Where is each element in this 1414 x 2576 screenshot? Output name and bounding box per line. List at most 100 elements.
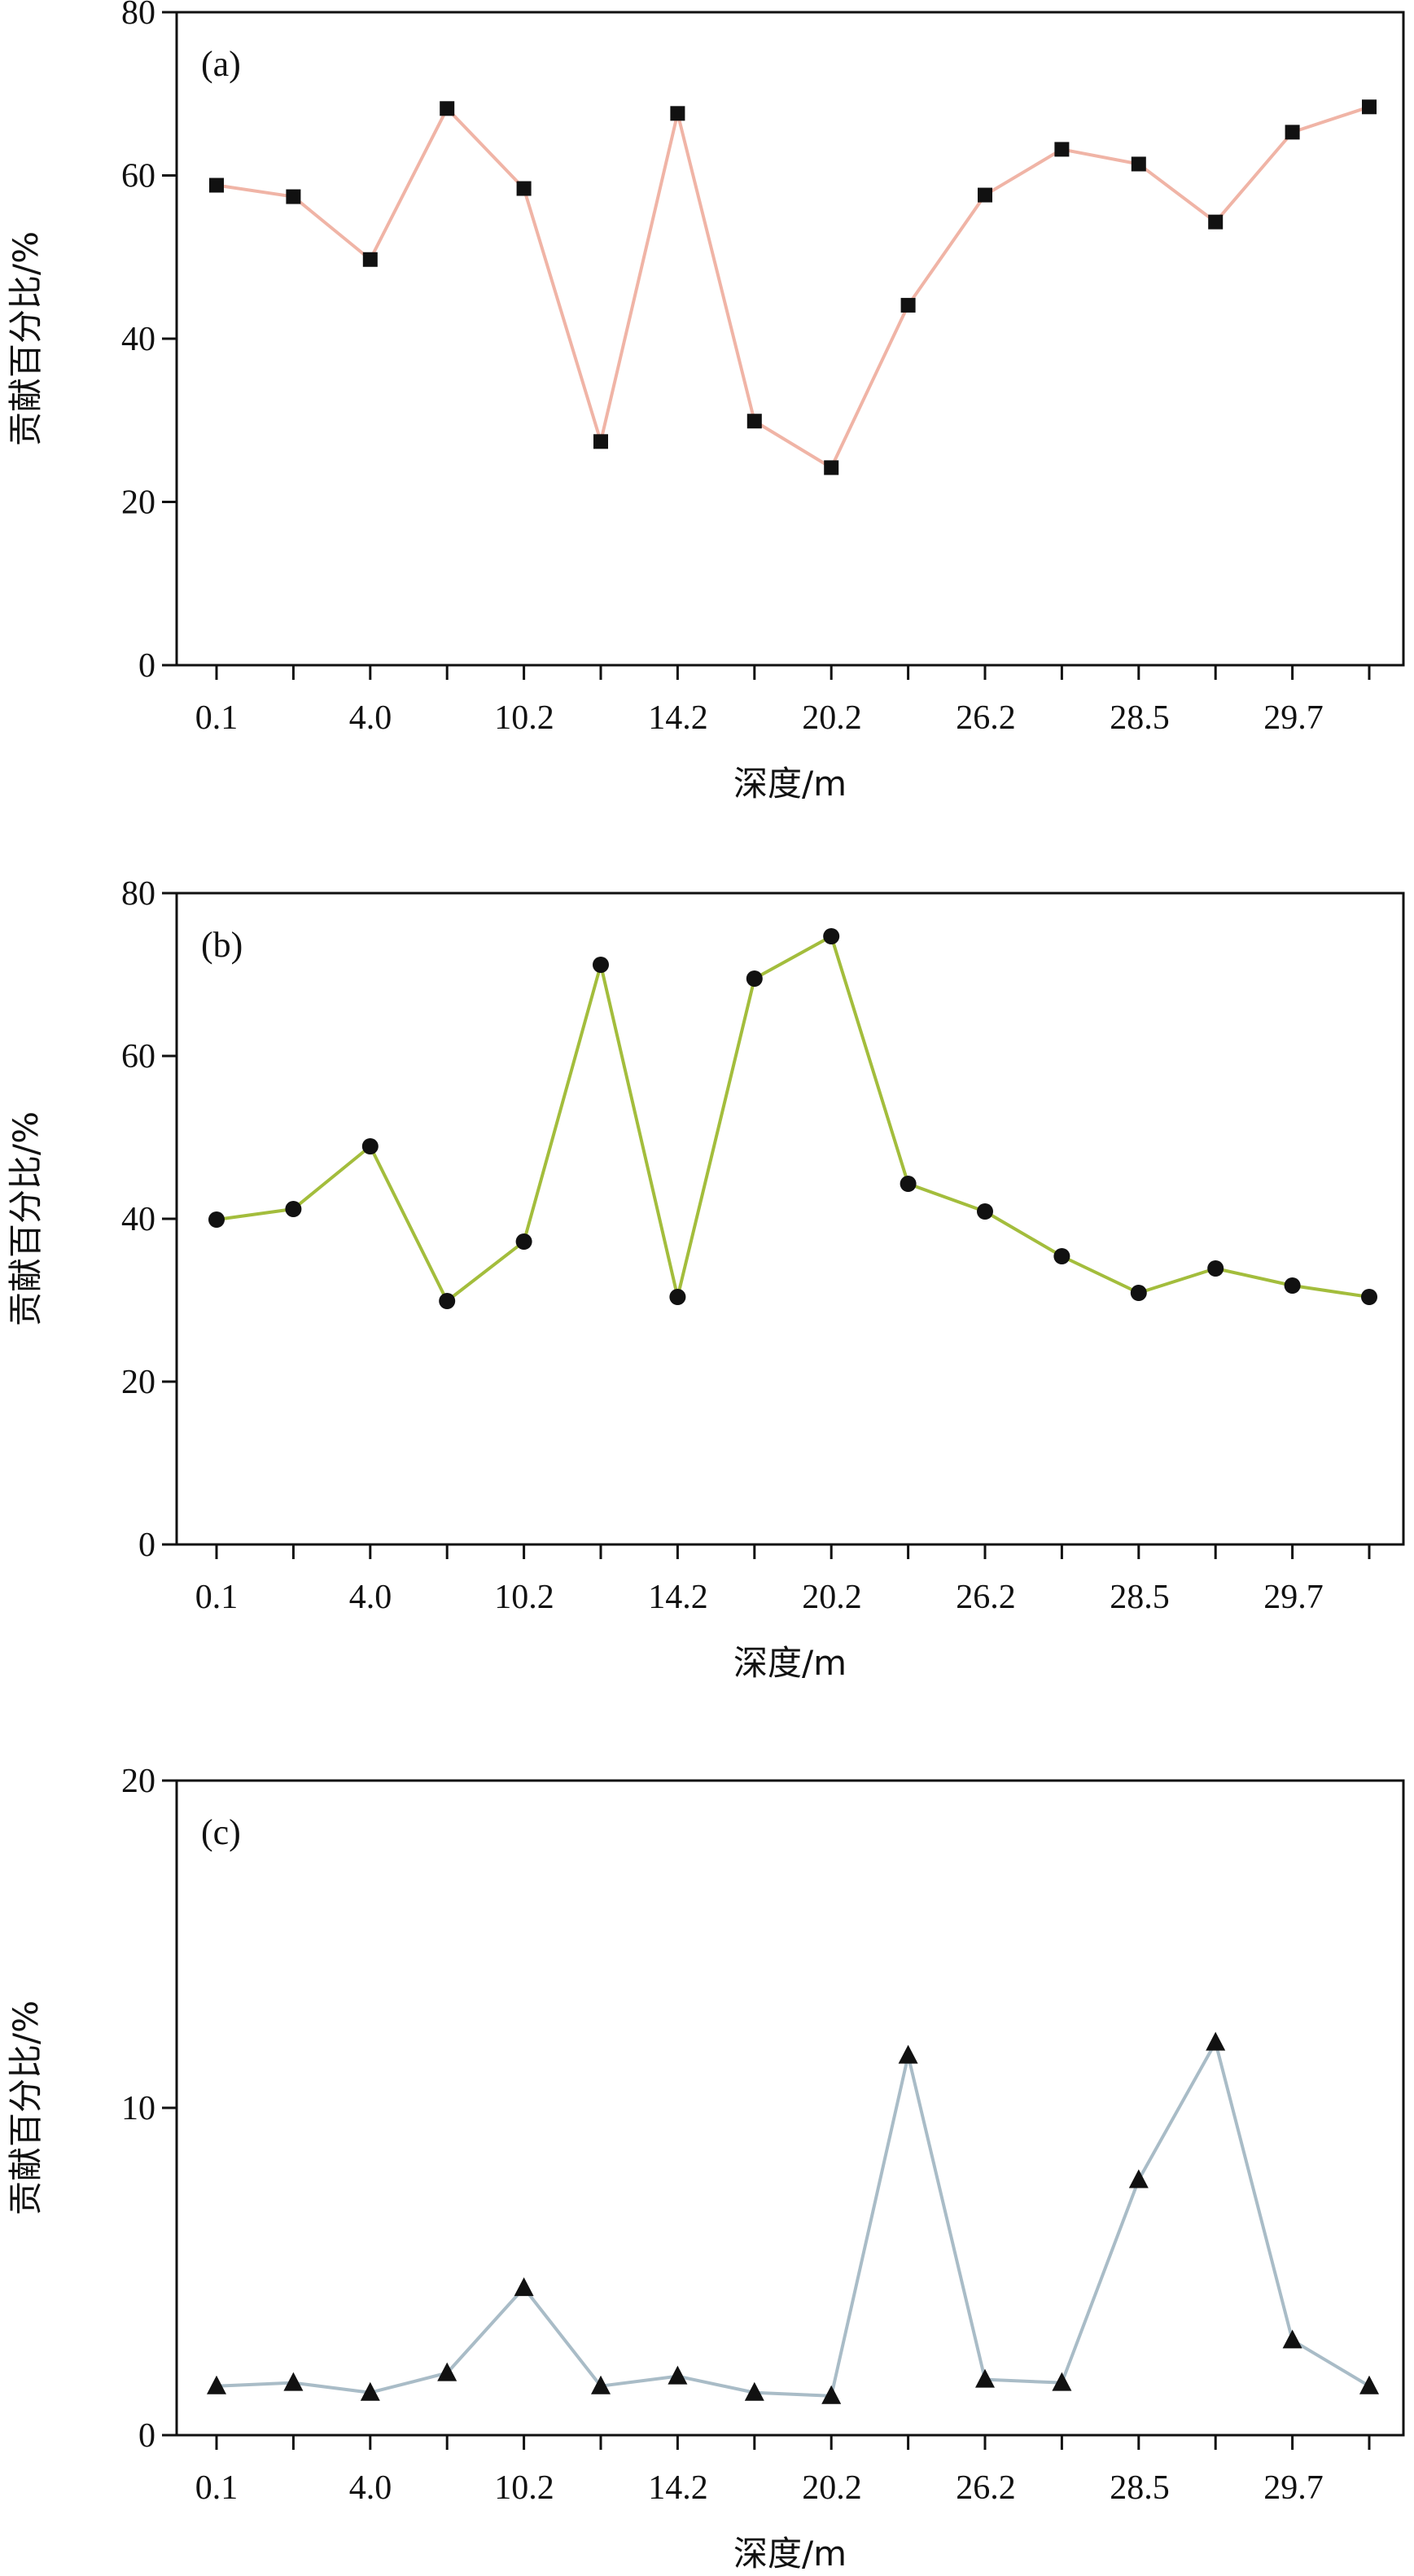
x-tick-label: 20.2 — [802, 699, 862, 737]
data-point — [1131, 156, 1146, 172]
series-line — [216, 935, 1370, 1303]
y-tick-label: 0 — [138, 2417, 155, 2455]
y-tick-label: 60 — [121, 158, 155, 195]
x-tick-label: 0.1 — [195, 2469, 239, 2507]
x-tick-label: 26.2 — [956, 699, 1016, 737]
y-tick-label: 20 — [121, 1763, 155, 1800]
x-tick-label: 0.1 — [195, 699, 239, 737]
x-tick-label: 20.2 — [802, 1579, 862, 1616]
x-tick-label: 26.2 — [956, 1579, 1016, 1616]
data-point — [1207, 1260, 1224, 1277]
y-tick-label: 0 — [138, 1527, 155, 1564]
data-point — [439, 1293, 456, 1309]
x-tick-label: 14.2 — [648, 2469, 708, 2507]
y-tick-label: 0 — [138, 647, 155, 685]
data-point — [437, 2362, 457, 2381]
data-point — [669, 1289, 686, 1305]
x-tick-label: 10.2 — [494, 1579, 554, 1616]
data-point — [1208, 214, 1224, 230]
x-axis-title: 深度/m — [733, 1643, 847, 1683]
plot-frame — [175, 1779, 1405, 2437]
data-point — [208, 1211, 225, 1228]
data-point — [362, 252, 378, 267]
data-point — [209, 177, 224, 193]
x-tick-label: 28.5 — [1110, 699, 1170, 737]
data-point — [285, 1201, 302, 1217]
plot-frame — [175, 892, 1405, 1546]
data-point — [1361, 1289, 1377, 1305]
data-point — [593, 434, 608, 449]
y-tick-label: 20 — [121, 1364, 155, 1401]
data-point — [1282, 2329, 1302, 2349]
data-point — [516, 181, 532, 196]
series-line — [216, 105, 1370, 470]
y-tick-label: 40 — [121, 1201, 155, 1238]
data-point — [978, 187, 992, 203]
data-point — [207, 2375, 226, 2394]
x-tick-label: 29.7 — [1263, 699, 1324, 737]
data-point — [360, 2381, 380, 2401]
data-point — [515, 1233, 532, 1250]
data-point — [283, 2372, 304, 2391]
y-tick-label: 20 — [121, 484, 155, 522]
data-point — [975, 2368, 995, 2388]
y-axis-title: 贡献百分比/% — [6, 2000, 46, 2215]
data-point — [1284, 1277, 1301, 1294]
x-tick-label: 10.2 — [494, 2469, 554, 2507]
x-tick-label: 29.7 — [1263, 1579, 1324, 1616]
data-point — [593, 957, 609, 973]
y-tick-label: 40 — [121, 321, 155, 358]
data-point — [744, 2381, 764, 2401]
y-axis-title: 贡献百分比/% — [6, 231, 46, 446]
data-point — [668, 2365, 688, 2385]
data-point — [286, 189, 301, 204]
y-tick-label: 10 — [121, 2090, 155, 2127]
x-tick-label: 20.2 — [802, 2469, 862, 2507]
x-tick-label: 4.0 — [349, 699, 392, 737]
plot-frame — [175, 11, 1405, 667]
x-tick-label: 10.2 — [494, 699, 554, 737]
data-point — [900, 1176, 917, 1192]
panel-label: (b) — [201, 925, 243, 965]
data-point — [1052, 2372, 1072, 2391]
panel-label: (c) — [201, 1812, 241, 1852]
y-tick-label: 80 — [121, 0, 155, 32]
data-point — [821, 2385, 842, 2404]
y-axis-title: 贡献百分比/% — [6, 1111, 46, 1326]
panel-label: (a) — [201, 44, 241, 84]
chart-panel-b: 0 20 40 60 80 0.1 4.0 10.2 14.2 20.2 26.2 28.5 29.7 深… — [6, 875, 1405, 1683]
data-point — [361, 1138, 379, 1154]
chart-panel-a: 0 20 40 60 80 0.1 4.0 10.2 14.2 20.2 26.2 28.5 29.7 深… — [6, 0, 1405, 804]
x-tick-label: 14.2 — [648, 1579, 708, 1616]
x-tick-label: 28.5 — [1110, 1579, 1170, 1616]
chart-panel-c: 0 10 20 0.1 4.0 10.2 14.2 20.2 26.2 28.5 29.7 深度/m 贡… — [6, 1763, 1405, 2574]
data-point — [1130, 1285, 1147, 1301]
x-tick-label: 4.0 — [349, 2469, 392, 2507]
x-tick-label: 14.2 — [648, 699, 708, 737]
data-point — [1053, 1248, 1070, 1264]
data-point — [1206, 2031, 1226, 2051]
data-point — [898, 2044, 918, 2064]
data-point — [824, 460, 839, 475]
data-point — [746, 414, 762, 429]
data-point — [1285, 125, 1300, 140]
data-point — [514, 2277, 534, 2297]
x-axis-title: 深度/m — [733, 2534, 847, 2574]
data-point — [440, 101, 455, 116]
x-tick-label: 26.2 — [956, 2469, 1016, 2507]
data-point — [977, 1203, 993, 1220]
data-point — [900, 297, 916, 313]
x-tick-label: 4.0 — [349, 1579, 392, 1616]
data-point — [1359, 2375, 1379, 2394]
data-point — [1054, 142, 1070, 157]
data-point — [746, 970, 763, 987]
data-point — [670, 106, 685, 121]
data-point — [1362, 99, 1377, 115]
y-tick-label: 80 — [121, 875, 155, 913]
x-tick-label: 28.5 — [1110, 2469, 1170, 2507]
x-tick-label: 0.1 — [195, 1579, 239, 1616]
y-tick-label: 60 — [121, 1038, 155, 1076]
x-axis-title: 深度/m — [733, 764, 847, 804]
series-line — [216, 2040, 1371, 2398]
